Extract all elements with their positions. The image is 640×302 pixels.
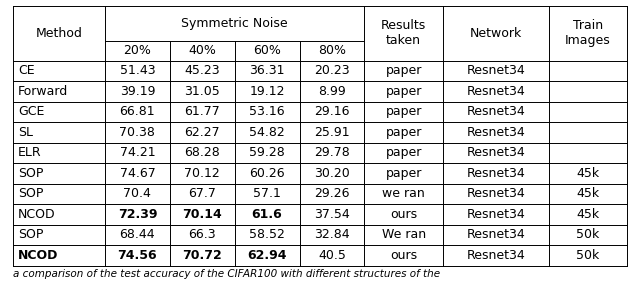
Text: paper: paper: [385, 85, 422, 98]
Text: 62.27: 62.27: [184, 126, 220, 139]
Text: 31.05: 31.05: [184, 85, 220, 98]
Text: Resnet34: Resnet34: [467, 167, 525, 180]
Text: 54.82: 54.82: [249, 126, 285, 139]
Text: paper: paper: [385, 105, 422, 118]
Text: 57.1: 57.1: [253, 188, 281, 201]
Text: 74.56: 74.56: [118, 249, 157, 262]
Text: Method: Method: [35, 27, 83, 40]
Text: 66.81: 66.81: [120, 105, 155, 118]
Text: 68.44: 68.44: [120, 229, 155, 242]
Text: 74.67: 74.67: [120, 167, 156, 180]
Text: 70.4: 70.4: [124, 188, 151, 201]
Text: 62.94: 62.94: [247, 249, 287, 262]
Text: 80%: 80%: [318, 44, 346, 57]
Text: 19.12: 19.12: [250, 85, 285, 98]
Text: Resnet34: Resnet34: [467, 85, 525, 98]
Text: Train
Images: Train Images: [565, 19, 611, 47]
Text: 20%: 20%: [124, 44, 151, 57]
Text: Resnet34: Resnet34: [467, 208, 525, 221]
Text: paper: paper: [385, 64, 422, 77]
Text: we ran: we ran: [382, 188, 425, 201]
Text: paper: paper: [385, 167, 422, 180]
Text: 25.91: 25.91: [314, 126, 349, 139]
Text: 32.84: 32.84: [314, 229, 349, 242]
Text: SOP: SOP: [18, 167, 44, 180]
Text: 29.26: 29.26: [314, 188, 349, 201]
Text: 70.12: 70.12: [184, 167, 220, 180]
Text: NCOD: NCOD: [18, 249, 58, 262]
Text: 70.14: 70.14: [182, 208, 222, 221]
Text: 72.39: 72.39: [118, 208, 157, 221]
Text: 50k: 50k: [577, 249, 600, 262]
Text: 40.5: 40.5: [318, 249, 346, 262]
Text: Resnet34: Resnet34: [467, 229, 525, 242]
Text: 39.19: 39.19: [120, 85, 155, 98]
Text: 45k: 45k: [577, 167, 600, 180]
Text: 51.43: 51.43: [120, 64, 155, 77]
Text: 61.77: 61.77: [184, 105, 220, 118]
Text: 60.26: 60.26: [250, 167, 285, 180]
Text: 45.23: 45.23: [184, 64, 220, 77]
Text: ours: ours: [390, 249, 417, 262]
Text: 60%: 60%: [253, 44, 281, 57]
Text: Resnet34: Resnet34: [467, 105, 525, 118]
Text: Forward: Forward: [18, 85, 68, 98]
Text: Results
taken: Results taken: [381, 19, 426, 47]
Text: SOP: SOP: [18, 188, 44, 201]
Text: 29.16: 29.16: [314, 105, 349, 118]
Text: Resnet34: Resnet34: [467, 249, 525, 262]
Text: Network: Network: [470, 27, 522, 40]
Text: 45k: 45k: [577, 208, 600, 221]
Text: SL: SL: [18, 126, 33, 139]
Text: Resnet34: Resnet34: [467, 126, 525, 139]
Text: 59.28: 59.28: [249, 146, 285, 159]
Text: Resnet34: Resnet34: [467, 188, 525, 201]
Text: 45k: 45k: [577, 188, 600, 201]
Text: 50k: 50k: [577, 229, 600, 242]
Text: NCOD: NCOD: [18, 208, 56, 221]
Text: 36.31: 36.31: [250, 64, 285, 77]
Text: Resnet34: Resnet34: [467, 146, 525, 159]
Text: We ran: We ran: [381, 229, 426, 242]
Text: 67.7: 67.7: [188, 188, 216, 201]
Text: 53.16: 53.16: [250, 105, 285, 118]
Text: 68.28: 68.28: [184, 146, 220, 159]
Text: 70.38: 70.38: [120, 126, 156, 139]
Text: paper: paper: [385, 146, 422, 159]
Text: 61.6: 61.6: [252, 208, 282, 221]
Text: paper: paper: [385, 126, 422, 139]
Text: CE: CE: [18, 64, 35, 77]
Text: ours: ours: [390, 208, 417, 221]
Text: 74.21: 74.21: [120, 146, 155, 159]
Text: 20.23: 20.23: [314, 64, 349, 77]
Text: Symmetric Noise: Symmetric Noise: [181, 17, 288, 30]
Text: 66.3: 66.3: [188, 229, 216, 242]
Text: GCE: GCE: [18, 105, 44, 118]
Text: a comparison of the test accuracy of the CIFAR100 with different structures of t: a comparison of the test accuracy of the…: [13, 269, 440, 279]
Text: 37.54: 37.54: [314, 208, 350, 221]
Text: 8.99: 8.99: [318, 85, 346, 98]
Text: 30.20: 30.20: [314, 167, 350, 180]
Text: Resnet34: Resnet34: [467, 64, 525, 77]
Text: 58.52: 58.52: [249, 229, 285, 242]
Text: 29.78: 29.78: [314, 146, 350, 159]
Text: ELR: ELR: [18, 146, 42, 159]
Text: SOP: SOP: [18, 229, 44, 242]
Text: 40%: 40%: [188, 44, 216, 57]
Text: 70.72: 70.72: [182, 249, 222, 262]
